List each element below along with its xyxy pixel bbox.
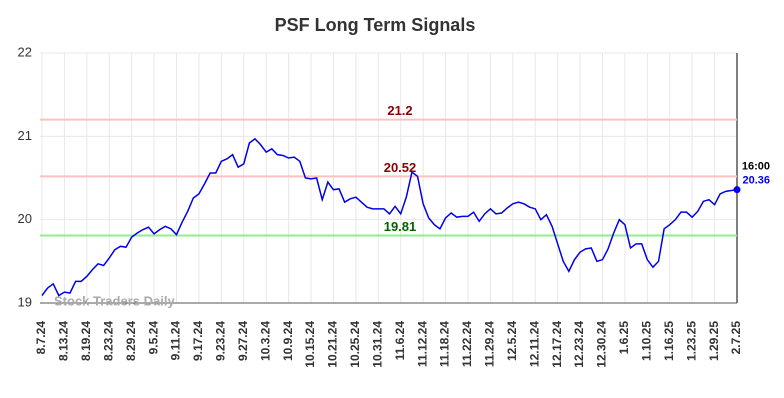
x-tick-label: 12.30.24	[595, 321, 609, 368]
x-tick-label: 8.7.24	[34, 321, 48, 355]
x-tick-label: 10.25.24	[348, 321, 362, 368]
chart-title: PSF Long Term Signals	[275, 15, 476, 35]
x-tick-label: 8.13.24	[57, 321, 71, 361]
x-tick-label: 12.11.24	[527, 321, 541, 367]
x-tick-label: 11.12.24	[415, 321, 429, 367]
x-tick-label: 8.23.24	[101, 321, 115, 361]
last-point	[733, 186, 741, 194]
y-tick-label: 21	[18, 128, 32, 143]
x-tick-label: 11.6.24	[393, 321, 407, 361]
y-tick-label: 22	[18, 44, 32, 59]
x-tick-label: 8.29.24	[124, 321, 138, 361]
x-tick-label: 9.27.24	[236, 321, 250, 361]
y-tick-label: 20	[18, 211, 32, 226]
x-tick-label: 1.16.25	[662, 321, 676, 361]
x-tick-label: 8.19.24	[79, 321, 93, 361]
signal-label: 19.81	[384, 219, 417, 234]
x-tick-label: 9.23.24	[214, 321, 228, 361]
x-tick-label: 10.31.24	[370, 321, 384, 368]
x-tick-label: 9.17.24	[191, 321, 205, 361]
x-tick-label: 2.7.25	[729, 321, 743, 355]
x-tick-label: 12.5.24	[505, 321, 519, 361]
signal-label: 21.2	[387, 103, 412, 118]
x-tick-label: 1.10.25	[639, 321, 653, 361]
x-tick-label: 1.29.25	[707, 321, 721, 361]
x-tick-label: 11.18.24	[438, 321, 452, 367]
last-value: 20.36	[742, 175, 770, 187]
x-tick-label: 11.29.24	[483, 321, 497, 367]
x-tick-label: 1.23.25	[684, 321, 698, 361]
x-tick-label: 9.5.24	[146, 321, 160, 355]
y-tick-label: 19	[18, 294, 32, 309]
x-tick-label: 1.6.25	[617, 321, 631, 355]
x-tick-label: 10.21.24	[326, 321, 340, 368]
x-tick-label: 10.9.24	[281, 321, 295, 361]
x-tick-label: 9.11.24	[169, 321, 183, 361]
x-tick-label: 12.17.24	[550, 321, 564, 368]
x-tick-label: 10.3.24	[258, 321, 272, 361]
x-tick-label: 11.22.24	[460, 321, 474, 367]
last-time: 16:00	[742, 161, 770, 173]
x-tick-label: 10.15.24	[303, 321, 317, 368]
watermark: Stock Traders Daily	[54, 293, 175, 308]
x-tick-label: 12.23.24	[572, 321, 586, 368]
signal-label: 20.52	[384, 160, 417, 175]
line	[41, 137, 738, 297]
